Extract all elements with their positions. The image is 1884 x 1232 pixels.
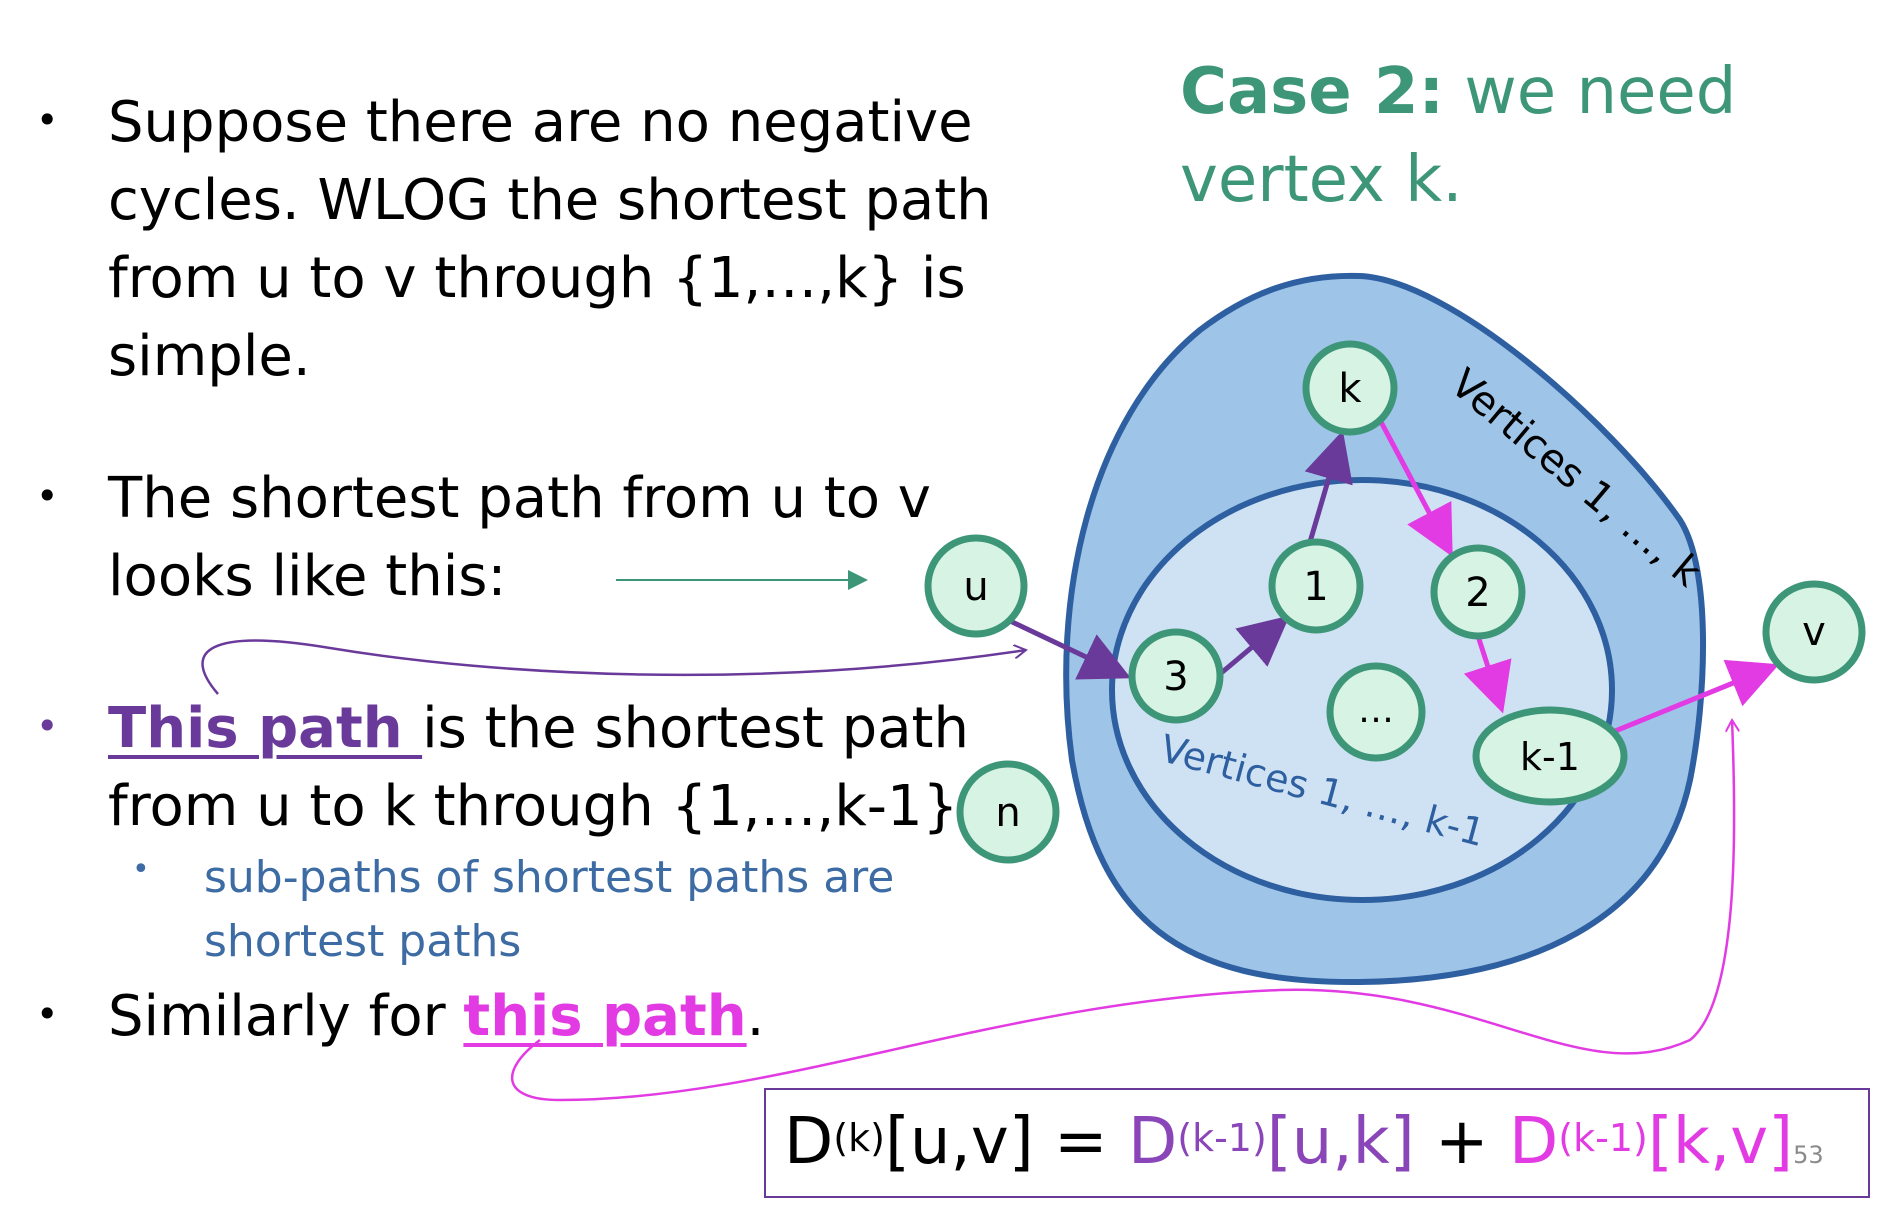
case-label: Case 2:: [1180, 55, 1445, 129]
sub-bullet-text: sub-paths of shortest paths are shortest…: [204, 846, 894, 974]
edge-1-k: [1304, 430, 1353, 543]
bullet-1-line-1: Suppose there are no negative: [108, 90, 973, 155]
node-1: 1: [1268, 538, 1364, 634]
formula-term-2-index: [k,v]: [1647, 1105, 1794, 1179]
bullet-3-rest: is the shortest path: [422, 696, 969, 761]
node-v: v: [1762, 580, 1866, 684]
sub-bullet-marker: •: [132, 852, 150, 887]
node-3-label: 3: [1163, 654, 1188, 700]
bullet-marker-4: •: [36, 992, 59, 1036]
bullet-marker-3: •: [36, 704, 59, 748]
formula-lhs-index: [u,v]: [884, 1105, 1034, 1179]
bullet-3-line-2: from u to k through {1,…,k-1}.: [108, 774, 977, 839]
edge-k-2: [1377, 418, 1453, 557]
formula-term-1: D(k-1)[u,k]: [1128, 1105, 1415, 1179]
bullet-3-text: This path is the shortest path from u to…: [108, 690, 976, 846]
node-u-label: u: [963, 564, 988, 610]
formula-equals: =: [1033, 1105, 1128, 1179]
node-1-label: 1: [1303, 564, 1328, 610]
node-k-label: k: [1338, 366, 1362, 412]
edge-km1-v: [1597, 659, 1780, 741]
bullet-2-line-2: looks like this:: [108, 544, 507, 609]
formula-lhs-D: D: [784, 1105, 834, 1179]
bullet-4-suffix: .: [746, 984, 765, 1049]
bullet-4-prefix: Similarly for: [108, 984, 464, 1049]
formula-lhs: D(k)[u,v]: [784, 1105, 1034, 1179]
bullet-1-line-2: cycles. WLOG the shortest path: [108, 168, 992, 233]
bullet-1-line-3: from u to v through {1,…,k} is: [108, 246, 966, 311]
bullet-marker-2: •: [36, 474, 59, 518]
formula-term-2-D: D: [1509, 1105, 1559, 1179]
case-line-2: vertex k.: [1180, 143, 1463, 217]
node-k-minus-1: k-1: [1472, 706, 1628, 806]
bullet-2-text: The shortest path from u to v looks like…: [108, 460, 931, 616]
bullet-4-text: Similarly for this path.: [108, 978, 764, 1056]
edge-u-3: [1006, 617, 1132, 680]
node-k-minus-1-label: k-1: [1520, 735, 1580, 779]
sub-bullet-line-2: shortest paths: [204, 916, 522, 967]
purple-callout-curve: [201, 639, 1026, 695]
bullet-1-line-4: simple.: [108, 324, 311, 389]
sub-bullet-line-1: sub-paths of shortest paths are: [204, 852, 895, 903]
node-n: n: [956, 760, 1060, 864]
edge-2-km1: [1463, 635, 1512, 714]
this-path-magenta-link[interactable]: this path: [463, 984, 747, 1049]
edge-3-1: [1218, 615, 1290, 676]
node-2: 2: [1430, 544, 1526, 640]
bullet-1-text: Suppose there are no negative cycles. WL…: [108, 84, 992, 396]
bullet-marker-1: •: [36, 98, 59, 142]
page-number: 53: [1793, 1141, 1824, 1169]
formula-lhs-sup: (k): [833, 1116, 885, 1160]
case-heading: Case 2: we need vertex k.: [1180, 48, 1736, 224]
this-path-purple-link[interactable]: This path: [108, 696, 423, 761]
bullet-2-line-1: The shortest path from u to v: [108, 466, 931, 531]
node-u: u: [924, 534, 1028, 638]
magenta-callout-curve: [511, 720, 1734, 1102]
formula-term-2-sup: (k-1): [1558, 1116, 1648, 1160]
node-n-label: n: [995, 790, 1020, 836]
node-v-label: v: [1802, 609, 1826, 655]
recurrence-formula: D(k)[u,v] = D(k-1)[u,k] + D(k-1)[k,v]53: [764, 1088, 1870, 1198]
case-rest: we need: [1444, 55, 1737, 129]
node-3: 3: [1128, 628, 1224, 724]
formula-term-1-index: [u,k]: [1266, 1105, 1415, 1179]
node-dots: …: [1326, 662, 1426, 762]
node-2-label: 2: [1465, 570, 1490, 616]
node-dots-label: …: [1358, 690, 1394, 731]
formula-term-1-sup: (k-1): [1177, 1116, 1267, 1160]
node-k: k: [1302, 340, 1398, 436]
formula-plus: +: [1414, 1105, 1510, 1179]
formula-term-1-D: D: [1127, 1105, 1178, 1179]
formula-term-2: D(k-1)[k,v]: [1509, 1105, 1793, 1179]
